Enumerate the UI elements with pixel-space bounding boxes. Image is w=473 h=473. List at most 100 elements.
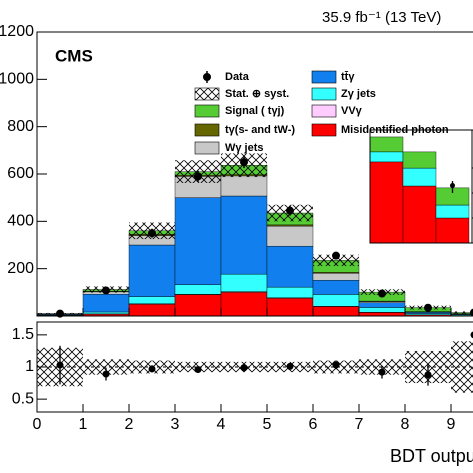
stack-segment [358, 312, 406, 317]
stack-segment [128, 303, 176, 317]
legend-swatch [311, 87, 337, 101]
stack-segment [266, 286, 314, 298]
stack-segment [266, 298, 314, 317]
x-tick-label: 6 [309, 416, 318, 433]
uncertainty-band [313, 254, 359, 267]
ratio-point [424, 371, 432, 379]
stack-segment [220, 175, 268, 197]
inset-panel: 10²10110⁻¹ [369, 129, 473, 244]
x-tick-label: 3 [171, 416, 180, 433]
stack-segment [174, 284, 222, 295]
x-tick-label: 5 [263, 416, 272, 433]
stack-segment [174, 197, 222, 285]
legend-data-marker [203, 73, 211, 81]
ratio-point [148, 365, 156, 373]
stack-segment [266, 225, 314, 247]
y-tick-label: 1.5 [12, 326, 34, 343]
legend-label: Misidentified photon [341, 124, 449, 136]
legend-swatch [194, 123, 220, 137]
stack-segment [128, 244, 176, 297]
stack-segment [82, 311, 130, 315]
lumi-label: 35.9 fb⁻¹ (13 TeV) [322, 9, 441, 26]
stack-segment [358, 307, 406, 313]
ratio-point [286, 362, 294, 370]
stack-segment [312, 280, 360, 295]
legend-label: Data [225, 71, 250, 83]
data-point [332, 251, 340, 260]
y-tick-label: 1 [25, 358, 34, 375]
legend-swatch [311, 123, 337, 137]
legend-swatch [194, 104, 220, 118]
inset-segment [402, 151, 437, 169]
data-point [194, 172, 202, 181]
legend-label: Wγ jets [225, 142, 264, 154]
legend-label: Signal ( tγj) [225, 105, 285, 117]
ratio-point [194, 366, 202, 374]
data-point [102, 286, 110, 295]
legend-swatch [194, 87, 220, 101]
ratio-point [56, 361, 64, 369]
ratio-panel: 0.511.5012345678910 [12, 321, 473, 433]
x-tick-label: 9 [447, 416, 456, 433]
data-point [286, 206, 294, 215]
stack-segment [266, 245, 314, 288]
stack-segment [220, 292, 268, 317]
x-tick-label: 8 [401, 416, 410, 433]
y-tick-label: 600 [7, 165, 34, 182]
inset-segment [369, 151, 404, 163]
inset-data-point [450, 182, 455, 188]
x-tick-label: 1 [79, 416, 88, 433]
cms-label: CMS [55, 46, 93, 65]
x-tick-label: 2 [125, 416, 134, 433]
y-tick-label: 1000 [0, 71, 34, 88]
legend-label: VVγ [341, 105, 363, 117]
inset-segment [435, 217, 470, 244]
legend: Data Stat. ⊕ syst. Misidentified photon VVγ… [194, 70, 449, 155]
inset-segment [402, 167, 437, 187]
ratio-point [240, 364, 248, 372]
x-tick-label: 0 [33, 416, 42, 433]
data-point [424, 303, 432, 312]
legend-label: tγ(s- and tW-) [225, 124, 295, 136]
legend-label: Zγ jets [341, 88, 376, 100]
ratio-point [332, 361, 340, 369]
legend-swatch [194, 141, 220, 155]
inset-segment [402, 185, 437, 244]
y-tick-label: 0.5 [12, 390, 34, 407]
stack-segment [312, 272, 360, 281]
stack-segment [220, 273, 268, 292]
stack-segment [312, 306, 360, 317]
legend-label: Stat. ⊕ syst. [225, 88, 289, 100]
ratio-point [378, 368, 386, 376]
x-axis-label: BDT output [390, 446, 473, 466]
y-tick-label: 800 [7, 118, 34, 135]
x-tick-label: 4 [217, 416, 226, 433]
inset-frame [369, 129, 473, 244]
ratio-band [83, 359, 129, 375]
data-point [148, 229, 156, 238]
stack-segment [128, 296, 176, 304]
stack-segment [82, 294, 130, 313]
stack-segment [312, 294, 360, 307]
ratio-point [102, 370, 110, 378]
y-tick-label: 200 [7, 260, 34, 277]
uncertainty-band [451, 311, 473, 314]
data-point [470, 308, 473, 317]
y-tick-label: 400 [7, 213, 34, 230]
ratio-point [470, 331, 473, 339]
inset-segment [369, 161, 404, 244]
stack-segment [174, 294, 222, 317]
inset-segment [435, 204, 470, 219]
ratio-band [451, 341, 473, 393]
x-tick-label: 7 [355, 416, 364, 433]
inset-segment [369, 136, 404, 153]
main-panel: 200 400 600 800 1000 1200 [0, 23, 473, 318]
legend-label: tt̄γ [341, 71, 355, 83]
legend-swatch [311, 104, 337, 118]
data-point [240, 158, 248, 167]
data-point [378, 289, 386, 298]
stack-segment [220, 195, 268, 275]
y-tick-label: 1200 [0, 23, 34, 40]
legend-swatch [311, 70, 337, 84]
